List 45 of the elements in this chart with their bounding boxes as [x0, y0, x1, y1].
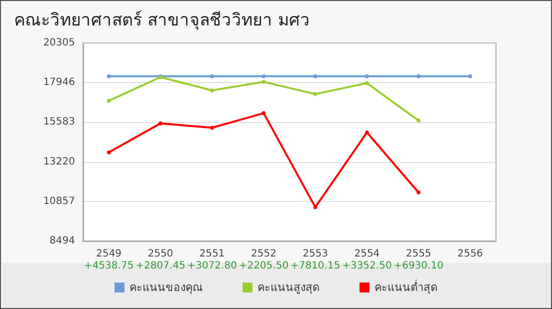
x-tick-label: 2552: [250, 248, 276, 260]
point: [468, 74, 472, 78]
legend-label: คะแนนสูงสุด: [258, 281, 320, 294]
point: [262, 74, 266, 78]
point: [313, 74, 318, 78]
point: [106, 150, 111, 154]
legend-label: คะแนนของคุณ: [130, 281, 202, 294]
text: +6930.10: [394, 260, 444, 272]
text: +3072.80: [187, 260, 237, 272]
y-tick-label: 13220: [43, 156, 75, 168]
x-tick-label: 2554: [354, 248, 380, 260]
text: +3352.50: [342, 260, 392, 272]
x-tick-label: 2549: [96, 248, 122, 260]
point: [416, 190, 421, 194]
x-tick-label: 2553: [302, 248, 328, 260]
point: [416, 74, 421, 78]
point: [158, 121, 162, 126]
text: +4538.75: [84, 260, 134, 272]
point: [210, 88, 214, 92]
point: [210, 74, 214, 78]
text: +7810.15: [290, 260, 340, 272]
point: [262, 111, 266, 116]
point: [313, 205, 318, 210]
text: +2205.50: [238, 260, 289, 272]
point: [210, 126, 214, 130]
x-tick-label: 2550: [148, 248, 174, 260]
point: [364, 130, 369, 134]
x-tick-label: 2555: [406, 248, 432, 260]
y-tick-label: 10857: [43, 196, 75, 207]
y-tick-label: 15583: [43, 116, 75, 128]
point: [262, 80, 266, 84]
y-tick-label: 8494: [50, 236, 75, 246]
y-tick-label: 20305: [43, 38, 75, 48]
point: [364, 81, 369, 86]
y-tick-label: 17946: [43, 77, 75, 88]
chart-title: คณะวิทยาศาสตร์ สาขาจุลชีววิทยา มศว: [14, 10, 310, 30]
point: [313, 92, 318, 96]
point: [106, 74, 111, 78]
x-tick-label: 2551: [199, 248, 225, 260]
point: [364, 74, 369, 78]
point: [106, 98, 111, 103]
point: [416, 118, 421, 123]
text: +2807.45: [136, 260, 186, 272]
legend-label: คะแนนต่ำสุด: [374, 279, 438, 294]
x-tick-label: 2556: [457, 248, 483, 260]
